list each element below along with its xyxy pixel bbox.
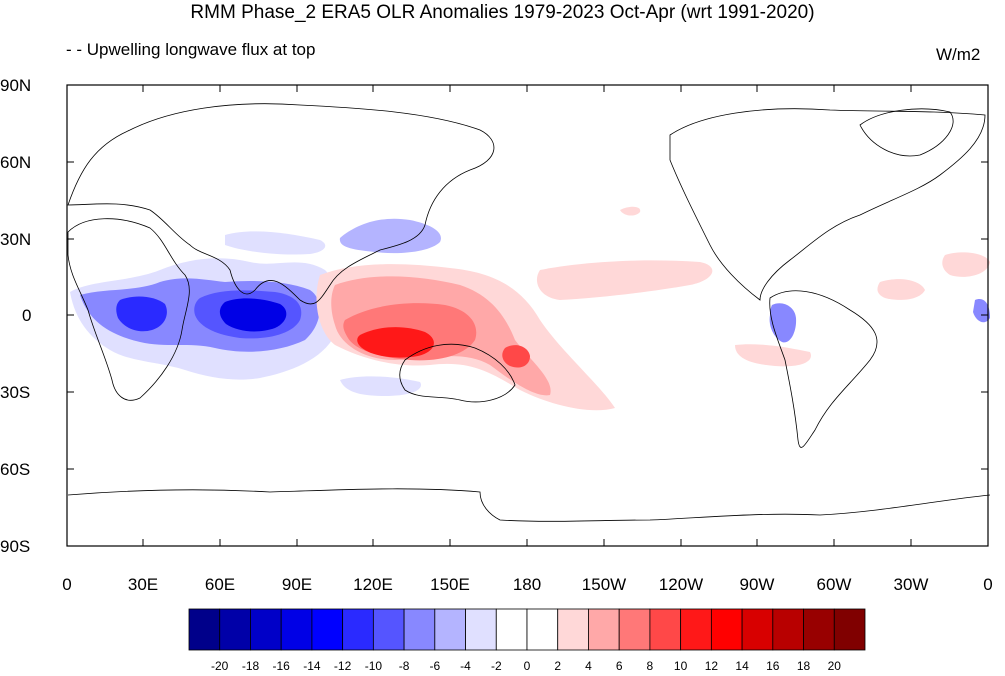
lat-label-60s: 60S	[0, 460, 31, 479]
north-pacific-positive	[620, 206, 641, 216]
colorbar-label: 18	[796, 659, 811, 673]
anomaly-shading	[70, 206, 990, 411]
colorbar-label: -14	[303, 659, 321, 673]
colorbar-box	[219, 608, 251, 651]
map-subtitle: - - Upwelling longwave flux at top	[66, 40, 316, 59]
lon-label-90e: 90E	[281, 575, 313, 594]
colorbar-box	[188, 608, 221, 651]
colorbar-label: -8	[398, 659, 410, 673]
coral-sea-positive	[502, 345, 530, 368]
colorbar-label: -6	[429, 659, 441, 673]
colorbar-box	[250, 608, 282, 651]
east-pacific-positive	[735, 344, 811, 367]
lon-label-60e: 60E	[204, 575, 236, 594]
colorbar-box	[526, 608, 559, 651]
colorbar	[188, 608, 866, 651]
africa-coastline	[67, 218, 190, 401]
lat-label-90s: 90S	[0, 537, 31, 556]
south-america-coastline	[769, 290, 878, 448]
colorbar-box	[588, 608, 620, 651]
greenland-coastline	[859, 108, 954, 157]
colorbar-label: -16	[272, 659, 290, 673]
colorbar-label: 16	[766, 659, 780, 673]
lon-label-30w: 30W	[893, 575, 929, 594]
colorbar-box	[495, 608, 528, 651]
lat-label-30s: 30S	[0, 383, 31, 402]
east-africa-negative	[340, 376, 421, 396]
right-edge-negative	[973, 299, 990, 323]
eurasia-coastline	[67, 103, 495, 305]
lon-label-0-east: 0	[983, 575, 993, 594]
colorbar-box	[372, 608, 405, 651]
lon-label-120e: 120E	[353, 575, 393, 594]
colorbar-label: 14	[735, 659, 749, 673]
colorbar-box	[557, 608, 589, 651]
lon-label-60w: 60W	[816, 575, 852, 594]
japan-negative	[339, 218, 441, 254]
frame-ticks	[66, 85, 988, 546]
central-pacific-positive	[536, 260, 713, 300]
units-label: W/m2	[936, 45, 981, 64]
colorbar-label: -20	[211, 659, 229, 673]
colorbar-label: 12	[704, 659, 719, 673]
lon-label-90w: 90W	[739, 575, 775, 594]
africa-negative-core	[116, 296, 167, 332]
lon-label-30e: 30E	[127, 575, 159, 594]
colorbar-label: -10	[364, 659, 383, 673]
china-negative	[225, 231, 326, 255]
lat-label-90n: 90N	[0, 76, 32, 95]
colorbar-box	[772, 608, 804, 651]
lon-label-120w: 120W	[658, 575, 704, 594]
colorbar-box	[803, 608, 835, 651]
australia-coastline	[399, 343, 516, 403]
south-america-negative	[769, 303, 797, 343]
north-america-coastline	[669, 108, 986, 301]
colorbar-label: 4	[585, 659, 592, 673]
colorbar-box	[465, 608, 497, 651]
right-atlantic-positive	[942, 252, 990, 277]
colorbar-box	[710, 608, 743, 651]
colorbar-box	[618, 608, 651, 651]
coastlines	[67, 103, 991, 522]
lon-label-150w: 150W	[581, 575, 627, 594]
colorbar-box	[741, 608, 774, 651]
colorbar-label: 2	[554, 659, 562, 673]
colorbar-box	[403, 608, 436, 651]
colorbar-label: 0	[523, 659, 531, 673]
colorbar-box	[280, 608, 313, 651]
colorbar-label: 6	[615, 659, 623, 673]
maritime-positive-core	[357, 327, 434, 358]
colorbar-label: -18	[241, 659, 260, 673]
indian-ocean-negative-center	[219, 298, 287, 332]
colorbar-box	[342, 608, 374, 651]
lon-label-0: 0	[62, 575, 72, 594]
colorbar-box	[649, 608, 682, 651]
lat-label-60n: 60N	[0, 153, 32, 172]
colorbar-box	[311, 608, 344, 651]
atlantic-positive	[877, 279, 925, 300]
antarctica-coastline	[67, 488, 991, 522]
colorbar-label: -12	[333, 659, 352, 673]
colorbar-label: -2	[490, 659, 502, 673]
colorbar-label: 10	[673, 659, 688, 673]
colorbar-label: -4	[460, 659, 471, 673]
map-title: RMM Phase_2 ERA5 OLR Anomalies 1979-2023…	[190, 2, 815, 23]
colorbar-label: 20	[827, 659, 841, 673]
colorbar-box	[434, 608, 466, 651]
lon-label-180: 180	[512, 575, 542, 594]
colorbar-box	[833, 608, 866, 651]
colorbar-label: 8	[646, 659, 654, 673]
lon-label-150e: 150E	[430, 575, 470, 594]
colorbar-box	[680, 608, 712, 651]
lat-label-30n: 30N	[0, 230, 32, 249]
lat-label-0: 0	[22, 306, 32, 325]
